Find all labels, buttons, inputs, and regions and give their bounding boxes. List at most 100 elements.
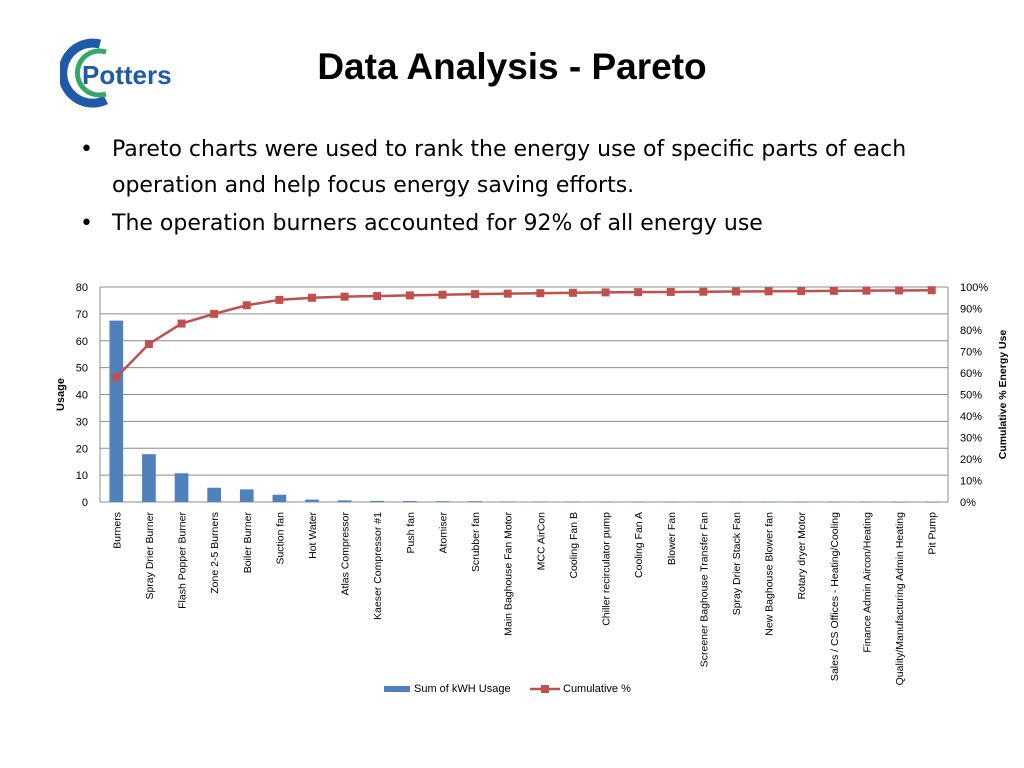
cumulative-point <box>634 288 643 297</box>
x-tick-label: Sales / CS Offices - Heating/Cooling <box>829 512 841 681</box>
bar <box>598 501 613 503</box>
y2-tick-label: 100% <box>960 282 988 294</box>
x-tick-label: Screener Baghouse Transfer Fan <box>698 512 710 667</box>
cumulative-point <box>112 373 121 382</box>
cumulative-point <box>732 287 740 296</box>
bar <box>272 494 287 502</box>
pareto-chart: 0 10 20 30 40 50 60 70 80 0% 10% 20% 30% 40% 50% 60% 70%… <box>55 282 1009 695</box>
legend-label: Cumulative % <box>563 683 631 695</box>
y-tick-label: 40 <box>76 390 88 402</box>
bar <box>370 500 385 502</box>
cumulative-point <box>373 292 382 301</box>
cumulative-point <box>895 286 904 295</box>
y2-tick-label: 50% <box>960 390 982 402</box>
y-tick-label: 70 <box>76 309 88 321</box>
x-tick-label: Atlas Compressor <box>340 512 352 596</box>
x-tick-label: Suction fan <box>274 512 286 565</box>
x-tick-label: Boiler Burner <box>242 512 254 574</box>
x-tick-label: Atomiser <box>437 512 449 554</box>
bar <box>729 501 743 503</box>
bar <box>239 489 254 502</box>
x-tick-label: Finance Admin Aircon/Heating <box>861 512 873 653</box>
y-axis-title: Usage <box>55 378 67 411</box>
logo-swirl-outer <box>58 38 108 108</box>
legend-line-marker <box>541 685 549 693</box>
bar <box>305 499 319 502</box>
x-tick-label: Cooling Fan A <box>633 512 645 578</box>
y-tick-label: 80 <box>76 282 88 294</box>
legend-label: Sum of kWH Usage <box>414 683 511 695</box>
y2-tick-label: 80% <box>960 325 982 337</box>
cumulative-point <box>340 292 349 301</box>
x-tick-label: Chiller recirculator pump <box>601 512 613 626</box>
y2-tick-label: 40% <box>960 411 982 423</box>
bar <box>761 501 776 503</box>
y2-tick-label: 70% <box>960 347 982 359</box>
y2-tick-label: 0% <box>960 497 976 509</box>
potters-logo: Potters <box>58 38 210 108</box>
y-tick-label: 30 <box>76 416 88 428</box>
cumulative-point <box>210 309 219 318</box>
cumulative-point <box>666 287 675 296</box>
bullet-item: The operation burners accounted for 92% … <box>80 206 980 242</box>
cumulative-line <box>115 288 932 379</box>
bar <box>142 454 156 502</box>
bar <box>631 501 646 503</box>
cumulative-point <box>503 289 512 298</box>
y2-tick-label: 20% <box>960 454 982 466</box>
cumulative-point <box>797 287 806 296</box>
cumulative-point <box>438 290 447 299</box>
bar <box>663 501 678 503</box>
cumulative-point <box>927 286 936 295</box>
cumulative-point <box>177 319 186 328</box>
cumulative-point <box>862 286 871 295</box>
x-tick-label: Burners <box>111 512 123 549</box>
bar <box>468 501 482 502</box>
cumulative-point <box>829 286 838 295</box>
y2-tick-label: 90% <box>960 304 982 316</box>
y-tick-label: 50 <box>76 363 88 375</box>
cumulative-point <box>242 301 251 310</box>
logo-swirl-inner <box>74 48 107 98</box>
x-tick-label: Main Baghouse Fan Motor <box>503 511 515 635</box>
bar <box>207 487 222 502</box>
cumulative-point <box>568 288 577 297</box>
bar <box>500 501 515 503</box>
bullet-list: Pareto charts were used to rank the ener… <box>80 132 980 244</box>
y2-tick-label: 30% <box>960 433 982 445</box>
bar <box>402 501 417 502</box>
x-tick-label: MCC AirCon <box>535 512 547 571</box>
bullet-item: Pareto charts were used to rank the ener… <box>80 132 980 204</box>
x-tick-label: Cooling Fan B <box>568 512 580 579</box>
bar <box>174 473 189 502</box>
cumulative-point <box>471 290 480 299</box>
y2-tick-label: 60% <box>960 368 982 380</box>
x-tick-label: Flash Popper Burner <box>177 512 189 609</box>
x-tick-label: New Baghouse Blower fan <box>764 512 776 636</box>
x-tick-label: Quality/Manufacturing Admin Heating <box>894 512 906 686</box>
x-tick-label: Blower Fan <box>666 512 678 565</box>
cumulative-point <box>405 291 414 300</box>
cumulative-point <box>536 289 545 298</box>
bar <box>924 501 939 503</box>
y2-tick-label: 10% <box>960 476 982 488</box>
x-tick-label: Scrubber fan <box>470 512 482 572</box>
y2-axis-title: Cumulative % Energy Use <box>997 330 1009 460</box>
y-tick-label: 20 <box>76 443 88 455</box>
cumulative-point <box>275 295 284 304</box>
bar <box>337 500 352 502</box>
x-tick-label: Spray Drier Burner <box>144 512 156 600</box>
page-title: Data Analysis - Pareto <box>317 46 707 87</box>
legend-bar-swatch <box>384 686 410 692</box>
y-tick-label: 0 <box>82 497 88 509</box>
bar <box>892 501 906 503</box>
x-tick-label: Hot Water <box>307 512 319 559</box>
bar <box>859 501 874 503</box>
cumulative-point <box>764 287 773 296</box>
bar <box>566 501 580 503</box>
x-tick-label: Kaeser Compressor #1 <box>372 512 384 620</box>
bar <box>435 501 450 502</box>
cumulative-point <box>699 287 708 296</box>
x-tick-label: Push fan <box>405 512 417 554</box>
bar <box>696 501 711 503</box>
